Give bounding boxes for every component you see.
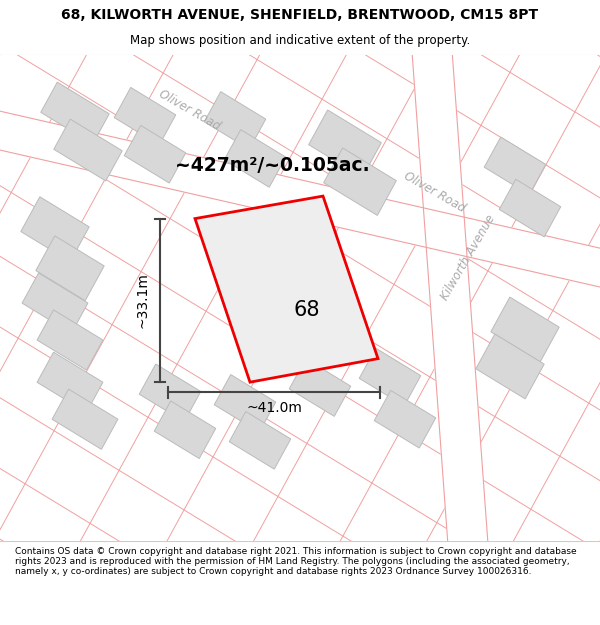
Polygon shape [114,88,176,145]
Polygon shape [491,297,559,362]
Text: ~41.0m: ~41.0m [246,401,302,415]
Polygon shape [124,126,186,183]
Text: 68, KILWORTH AVENUE, SHENFIELD, BRENTWOOD, CM15 8PT: 68, KILWORTH AVENUE, SHENFIELD, BRENTWOO… [61,8,539,22]
Polygon shape [499,179,561,237]
Text: ~427m²/~0.105ac.: ~427m²/~0.105ac. [175,156,370,175]
Polygon shape [22,273,88,333]
Text: Oliver Road: Oliver Road [402,169,468,215]
Text: Oliver Road: Oliver Road [157,87,223,132]
Polygon shape [54,119,122,181]
Polygon shape [37,310,103,370]
Polygon shape [476,334,544,399]
Polygon shape [37,352,103,412]
Polygon shape [229,411,291,469]
Polygon shape [0,89,600,309]
Polygon shape [41,82,109,144]
Polygon shape [359,348,421,406]
Polygon shape [52,389,118,449]
Polygon shape [410,22,490,574]
Text: ~33.1m: ~33.1m [136,272,150,328]
Polygon shape [308,110,382,178]
Polygon shape [195,196,378,382]
Text: Map shows position and indicative extent of the property.: Map shows position and indicative extent… [130,34,470,47]
Polygon shape [214,374,276,432]
Polygon shape [204,92,266,149]
Text: 68: 68 [293,300,320,320]
Polygon shape [289,359,351,416]
Polygon shape [484,137,546,194]
Text: Kilworth Avenue: Kilworth Avenue [438,213,498,302]
Polygon shape [21,197,89,262]
Polygon shape [139,364,201,422]
Polygon shape [323,148,397,216]
Polygon shape [154,401,216,459]
Text: Contains OS data © Crown copyright and database right 2021. This information is : Contains OS data © Crown copyright and d… [15,546,577,576]
Polygon shape [224,129,286,188]
Polygon shape [374,391,436,448]
Polygon shape [36,236,104,301]
